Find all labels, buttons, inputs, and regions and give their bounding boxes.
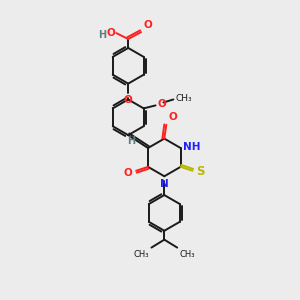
Text: NH: NH <box>183 142 200 152</box>
Text: CH₃: CH₃ <box>176 94 192 103</box>
Text: N: N <box>160 179 169 189</box>
Text: S: S <box>196 165 205 178</box>
Text: H: H <box>127 136 135 146</box>
Text: CH₃: CH₃ <box>179 250 195 259</box>
Text: CH₃: CH₃ <box>134 250 149 259</box>
Text: H: H <box>98 30 106 40</box>
Text: O: O <box>124 94 133 104</box>
Text: O: O <box>158 99 166 110</box>
Text: O: O <box>106 28 115 38</box>
Text: O: O <box>143 20 152 30</box>
Text: O: O <box>123 168 132 178</box>
Text: O: O <box>168 112 177 122</box>
